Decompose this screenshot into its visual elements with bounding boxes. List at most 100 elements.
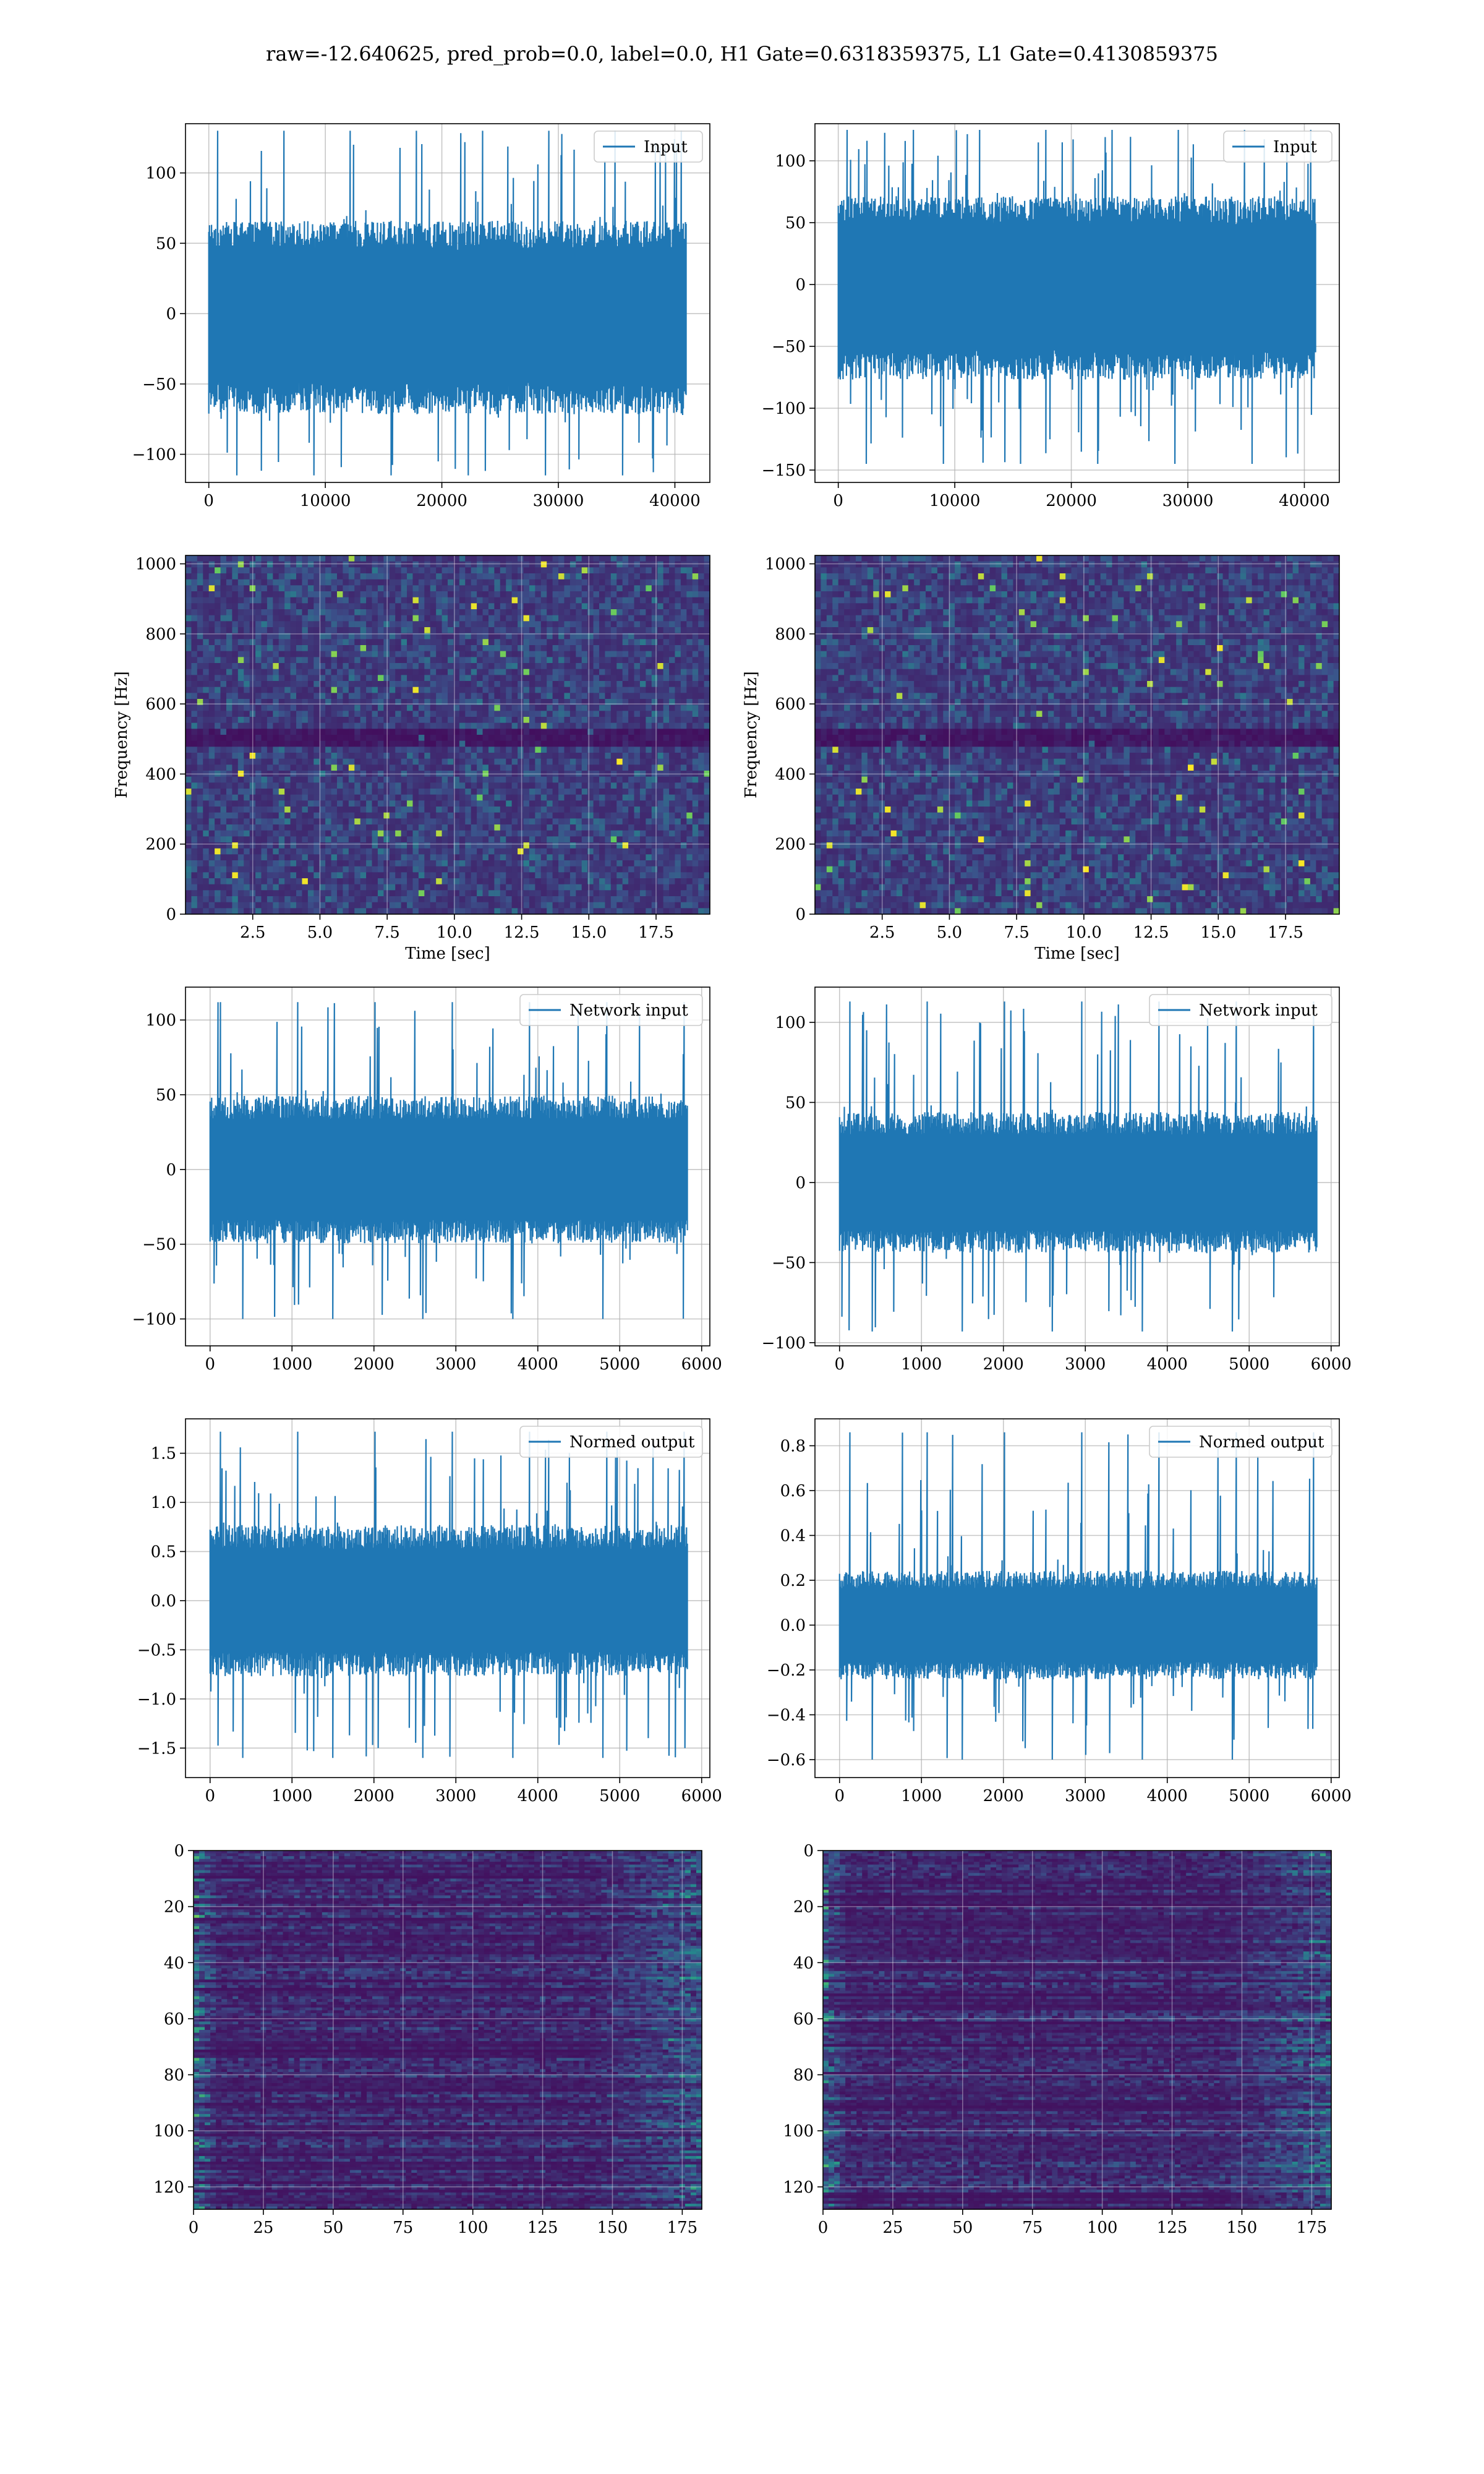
heatmap-cell (302, 663, 308, 669)
heatmap-cell (191, 645, 197, 651)
heatmap-cell (646, 573, 652, 580)
heatmap-cell (284, 842, 291, 849)
heatmap-cell (302, 627, 308, 633)
heatmap-cell (226, 764, 232, 771)
heatmap-cell (279, 562, 285, 568)
heatmap-cell (279, 878, 285, 884)
heatmap-cell (360, 807, 367, 813)
heatmap-cell (646, 651, 652, 657)
x-tick-label: 40000 (649, 492, 701, 510)
heatmap-cell (244, 800, 250, 807)
heatmap-cell (646, 657, 652, 663)
heatmap-cell (483, 711, 489, 717)
heatmap-cell (186, 681, 192, 687)
heatmap-cell (681, 818, 687, 824)
heatmap-cell (419, 580, 425, 586)
heatmap-cell (261, 687, 267, 693)
heatmap-cell (302, 878, 308, 884)
heatmap-cell (512, 759, 518, 765)
heatmap-cell (500, 795, 506, 801)
heatmap-cell (203, 717, 209, 723)
heatmap-cell (506, 813, 512, 819)
heatmap-cell (611, 777, 617, 783)
heatmap-cell (523, 657, 529, 663)
heatmap-cell (442, 615, 448, 622)
heatmap-cell (686, 777, 693, 783)
heatmap-cell (291, 789, 297, 795)
heatmap-cell (488, 878, 495, 884)
heatmap-cell (366, 580, 372, 586)
heatmap-cell (640, 693, 646, 699)
heatmap-cell (325, 591, 331, 597)
heatmap-cell (442, 573, 448, 580)
heatmap-cell (395, 591, 401, 597)
heatmap-cell (354, 782, 360, 789)
heatmap-cell (197, 669, 203, 675)
heatmap-cell (308, 741, 314, 747)
heatmap-cell (494, 782, 500, 789)
heatmap-cell (372, 747, 378, 753)
heatmap-cell (558, 813, 565, 819)
heatmap-cell (599, 782, 605, 789)
heatmap-cell (407, 860, 413, 867)
heatmap-cell (483, 562, 489, 568)
heatmap-cell (535, 591, 541, 597)
heatmap-cell (232, 813, 238, 819)
heatmap-cell (576, 867, 582, 873)
heatmap-cell (558, 615, 565, 622)
heatmap-cell (686, 669, 693, 675)
heatmap-cell (436, 717, 442, 723)
heatmap-cell (477, 657, 483, 663)
heatmap-cell (191, 753, 197, 759)
heatmap-cell (337, 789, 343, 795)
heatmap-cell (273, 681, 279, 687)
heatmap-cell (488, 813, 495, 819)
heatmap-cell (663, 753, 670, 759)
heatmap-cell (506, 747, 512, 753)
heatmap-cell (529, 585, 535, 591)
heatmap-cell (424, 705, 430, 711)
heatmap-cell (244, 555, 250, 562)
heatmap-cell (605, 609, 611, 615)
heatmap-cell (518, 813, 524, 819)
heatmap-cell (686, 591, 693, 597)
heatmap-cell (407, 849, 413, 855)
heatmap-cell (686, 836, 693, 842)
heatmap-cell (186, 813, 192, 819)
heatmap-cell (412, 764, 419, 771)
heatmap-cell (436, 591, 442, 597)
heatmap-cell (255, 615, 262, 622)
heatmap-cell (337, 591, 343, 597)
heatmap-cell (232, 764, 238, 771)
heatmap-cell (605, 555, 611, 562)
heatmap-cell (215, 735, 221, 741)
heatmap-cell (209, 663, 215, 669)
heatmap-cell (436, 878, 442, 884)
heatmap-cell (657, 615, 663, 622)
heatmap-cell (366, 669, 372, 675)
heatmap-cell (681, 872, 687, 878)
heatmap-cell (430, 663, 437, 669)
heatmap-cell (471, 591, 477, 597)
heatmap-cell (599, 800, 605, 807)
heatmap-cell (395, 842, 401, 849)
heatmap-cell (640, 669, 646, 675)
heatmap-cell (186, 603, 192, 609)
heatmap-cell (267, 860, 273, 867)
heatmap-cell (255, 621, 262, 627)
heatmap-cell (652, 645, 658, 651)
heatmap-cell (564, 831, 570, 837)
heatmap-cell (663, 687, 670, 693)
heatmap-cell (291, 836, 297, 842)
heatmap-cell (419, 789, 425, 795)
heatmap-cell (669, 849, 675, 855)
heatmap-cell (221, 639, 227, 645)
heatmap-cell (698, 597, 704, 604)
heatmap-cell (640, 777, 646, 783)
heatmap-cell (564, 789, 570, 795)
heatmap-cell (360, 759, 367, 765)
heatmap-cell (541, 609, 547, 615)
heatmap-cell (261, 621, 267, 627)
heatmap-cell (343, 567, 349, 573)
heatmap-cell (459, 747, 466, 753)
